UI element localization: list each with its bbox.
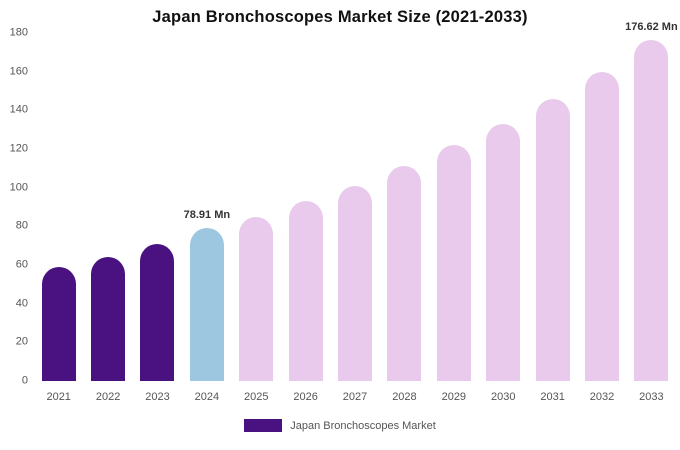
x-tick-label: 2028 bbox=[392, 391, 417, 403]
bar-slot-2031: 2031 bbox=[528, 33, 577, 405]
x-tick-label: 2025 bbox=[244, 391, 269, 403]
y-tick-label: 100 bbox=[9, 181, 28, 194]
bar-zone bbox=[133, 33, 182, 381]
bar-slot-2021: 2021 bbox=[34, 33, 83, 405]
y-tick-label: 60 bbox=[15, 258, 28, 271]
legend-label: Japan Bronchoscopes Market bbox=[290, 419, 436, 432]
x-tick-label: 2027 bbox=[342, 391, 368, 403]
bar-slot-2024: 78.91 Mn 2024 bbox=[182, 33, 231, 405]
x-tick-label: 2022 bbox=[95, 391, 121, 403]
bar-zone bbox=[479, 33, 528, 381]
bar-2026 bbox=[288, 201, 323, 381]
bar-zone bbox=[380, 33, 429, 381]
x-tick-label: 2023 bbox=[145, 391, 170, 403]
data-label-2033: 176.62 Mn bbox=[625, 20, 678, 33]
x-tick-label: 2033 bbox=[639, 391, 664, 403]
y-tick-label: 40 bbox=[15, 297, 28, 310]
bar-zone bbox=[330, 33, 379, 381]
bar-slot-2027: 2027 bbox=[330, 33, 379, 405]
y-axis: 0 20 40 60 80 100 120 140 160 180 bbox=[4, 27, 34, 386]
bar-2025 bbox=[239, 216, 274, 381]
y-tick-label: 140 bbox=[9, 103, 28, 116]
x-tick-label: 2024 bbox=[194, 391, 220, 403]
bar-zone bbox=[281, 33, 330, 381]
bar-zone bbox=[34, 33, 83, 381]
y-tick-label: 80 bbox=[15, 219, 28, 232]
x-tick-label: 2029 bbox=[441, 391, 467, 403]
bar-2031 bbox=[535, 98, 570, 381]
bar-slot-2030: 2030 bbox=[479, 33, 528, 405]
bar-slot-2028: 2028 bbox=[380, 33, 429, 405]
y-tick-label: 160 bbox=[9, 65, 28, 78]
x-tick-label: 2032 bbox=[589, 391, 615, 403]
y-tick-label: 180 bbox=[9, 26, 28, 39]
bar-2028 bbox=[387, 166, 422, 381]
bar-zone bbox=[83, 33, 132, 381]
x-tick-label: 2030 bbox=[490, 391, 516, 403]
bar-zone: 176.62 Mn bbox=[625, 21, 678, 381]
bar-zone bbox=[528, 33, 577, 381]
bar-slot-2032: 2032 bbox=[577, 33, 626, 405]
bar-slot-2025: 2025 bbox=[232, 33, 281, 405]
bar-2030 bbox=[486, 123, 521, 381]
y-tick-label: 0 bbox=[21, 374, 28, 387]
bar-zone bbox=[577, 33, 626, 381]
legend-swatch bbox=[244, 419, 283, 432]
bar-chart: 0 20 40 60 80 100 120 140 160 180 2021 2022 2023 78.… bbox=[0, 21, 680, 405]
bar-zone bbox=[232, 33, 281, 381]
bar-slot-2033: 176.62 Mn 2033 bbox=[625, 21, 678, 405]
y-tick-label: 120 bbox=[9, 142, 28, 155]
bar-2032 bbox=[584, 71, 619, 381]
x-tick-label: 2026 bbox=[293, 391, 318, 403]
bar-2021 bbox=[41, 266, 76, 381]
data-label-2024: 78.91 Mn bbox=[183, 209, 231, 222]
bar-slot-2022: 2022 bbox=[83, 33, 132, 405]
legend: Japan Bronchoscopes Market bbox=[0, 419, 680, 432]
bar-slot-2026: 2026 bbox=[281, 33, 330, 405]
x-tick-label: 2031 bbox=[540, 391, 565, 403]
bar-zone bbox=[429, 33, 478, 381]
bar-2024 bbox=[189, 228, 224, 381]
y-tick-label: 20 bbox=[15, 335, 28, 348]
plot-area: 2021 2022 2023 78.91 Mn 2024 2025 2026 2027 2028… bbox=[34, 21, 678, 405]
bar-2029 bbox=[436, 145, 471, 381]
bar-2027 bbox=[338, 185, 373, 381]
chart-title: Japan Bronchoscopes Market Size (2021-20… bbox=[152, 8, 528, 26]
bar-2022 bbox=[91, 257, 126, 381]
bar-slot-2023: 2023 bbox=[133, 33, 182, 405]
bar-2023 bbox=[140, 243, 175, 381]
bar-2033 bbox=[634, 39, 669, 381]
x-tick-label: 2021 bbox=[46, 391, 71, 403]
bar-slot-2029: 2029 bbox=[429, 33, 478, 405]
bar-zone: 78.91 Mn bbox=[182, 33, 231, 381]
